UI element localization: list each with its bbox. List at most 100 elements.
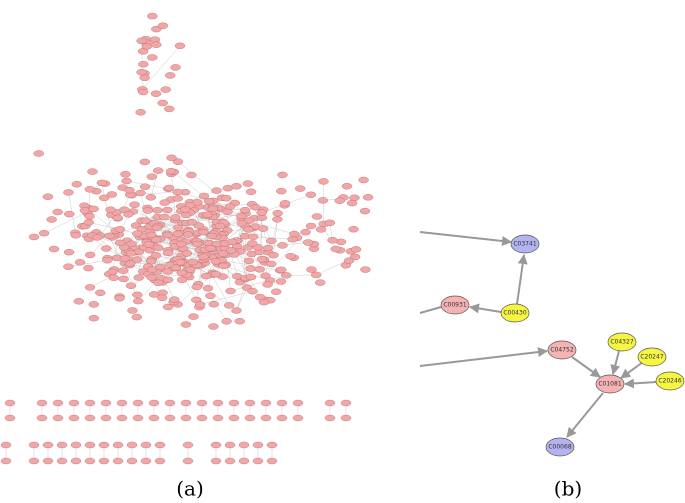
node: [607, 332, 637, 352]
node: [36, 399, 48, 407]
node: [73, 298, 85, 305]
node: [162, 249, 174, 257]
edge: [210, 295, 227, 322]
node: [116, 414, 128, 422]
node: [203, 197, 215, 205]
node: [114, 226, 126, 233]
node: [440, 295, 470, 315]
node: [228, 414, 240, 422]
node: [28, 457, 40, 465]
node: [148, 414, 160, 422]
node: [185, 266, 196, 273]
node: [194, 301, 206, 308]
node: [4, 414, 16, 422]
node-label: C20246: [658, 378, 681, 385]
node: [42, 441, 54, 449]
node: [52, 208, 63, 216]
edge: [620, 361, 644, 379]
node: [145, 194, 157, 201]
node: [317, 197, 329, 204]
node: [175, 240, 187, 248]
node: [231, 307, 242, 314]
node: [234, 318, 245, 325]
edge: [90, 235, 110, 256]
node: [70, 232, 82, 239]
node: [243, 257, 255, 265]
node: [214, 222, 226, 230]
node: [281, 272, 292, 279]
node: [244, 399, 256, 407]
node: [56, 441, 68, 449]
node: [71, 180, 83, 188]
node: [202, 211, 213, 218]
node: [84, 284, 96, 291]
node: [125, 282, 137, 289]
node: [206, 232, 218, 240]
node: [136, 68, 147, 76]
node: [292, 414, 304, 422]
node: [84, 213, 95, 220]
node: [133, 274, 144, 281]
node: [112, 457, 124, 465]
node: [56, 457, 68, 465]
node: [152, 167, 164, 174]
node: [140, 457, 152, 465]
node: [224, 441, 236, 449]
node: [179, 206, 191, 213]
node: [262, 281, 273, 288]
node: [334, 197, 345, 204]
node: [105, 206, 116, 214]
node: [4, 399, 16, 407]
node: [121, 177, 132, 185]
node: [292, 399, 304, 407]
node: [218, 262, 229, 270]
node: [107, 268, 118, 275]
node: [150, 252, 162, 259]
node: [510, 234, 540, 254]
edge: [469, 303, 502, 314]
node: [172, 230, 184, 238]
node: [176, 269, 188, 277]
node: [48, 245, 60, 253]
node: [637, 347, 667, 367]
node: [180, 211, 192, 219]
node: [92, 234, 103, 241]
node: [212, 414, 224, 422]
node: [98, 441, 110, 449]
node: [277, 242, 288, 249]
node: [163, 184, 175, 192]
node: [595, 374, 625, 394]
node: [52, 399, 64, 407]
node: [223, 302, 235, 309]
node: [84, 457, 96, 465]
node: [245, 265, 256, 272]
node: [289, 230, 300, 238]
node: [182, 231, 194, 238]
node: [169, 296, 180, 303]
node: [36, 414, 48, 422]
node-label: C00068: [548, 444, 571, 451]
node: [63, 189, 74, 196]
node: [207, 205, 219, 213]
node: [170, 64, 181, 71]
node: [142, 207, 153, 214]
node: [191, 283, 202, 291]
edge: [170, 171, 176, 218]
node: [70, 457, 82, 465]
node: [266, 457, 278, 465]
node: [63, 263, 74, 270]
node: [198, 253, 209, 260]
node: [126, 441, 138, 449]
node: [88, 301, 100, 308]
node: [153, 244, 164, 252]
edge: [610, 350, 621, 375]
node: [196, 414, 208, 422]
node: [247, 240, 258, 247]
node: [279, 200, 291, 207]
node: [164, 105, 175, 113]
node: [162, 303, 174, 311]
node: [210, 271, 222, 278]
node: [224, 203, 236, 210]
node: [244, 414, 256, 422]
node: [358, 176, 369, 184]
